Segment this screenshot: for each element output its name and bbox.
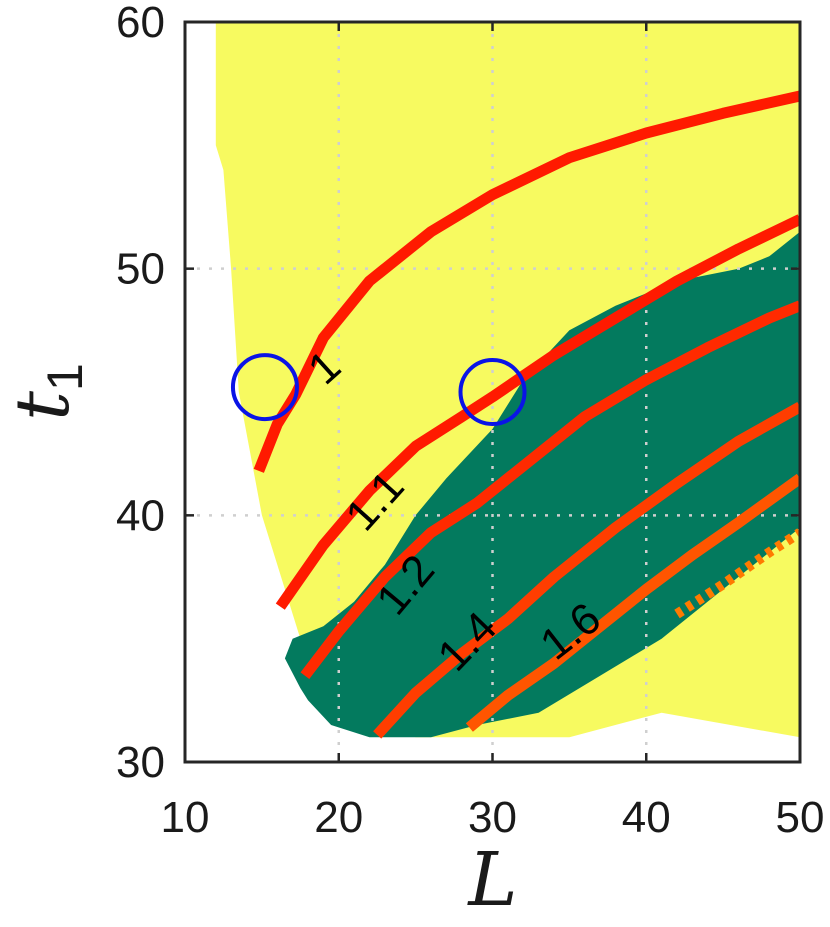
x-tick-label-40: 40 [622,793,671,842]
filled-regions [215,22,800,738]
contour-line-1.1 [275,214,800,610]
y-axis-label-main: t [0,391,86,421]
y-tick-label-60: 60 [116,0,165,47]
x-axis-label: L [466,837,517,923]
circle-marker-1 [458,358,527,426]
contour-line-1.4 [373,402,800,739]
svg-text:t1: t1 [0,363,93,421]
axis-ticks [183,20,802,764]
tick-labels: 10 20 30 40 50 30 40 50 60 [116,0,824,842]
contour-lines [253,90,800,739]
y-axis-label-subscript: 1 [37,363,93,391]
circle-marker-0 [230,353,299,422]
y-tick-label-40: 40 [116,491,165,540]
circle-markers [230,353,527,426]
x-tick-label-20: 20 [314,793,363,842]
y-tick-label-50: 50 [116,245,165,294]
region-1 [284,231,800,738]
contour-line-dotted [674,528,800,619]
x-tick-label-10: 10 [161,793,210,842]
contour-line-1.6 [465,473,800,732]
x-tick-label-50: 50 [776,793,825,842]
contour-line-1.2 [300,300,800,680]
x-tick-label-30: 30 [468,793,517,842]
y-tick-label-30: 30 [116,738,165,787]
y-axis-label: t1 [0,363,93,421]
